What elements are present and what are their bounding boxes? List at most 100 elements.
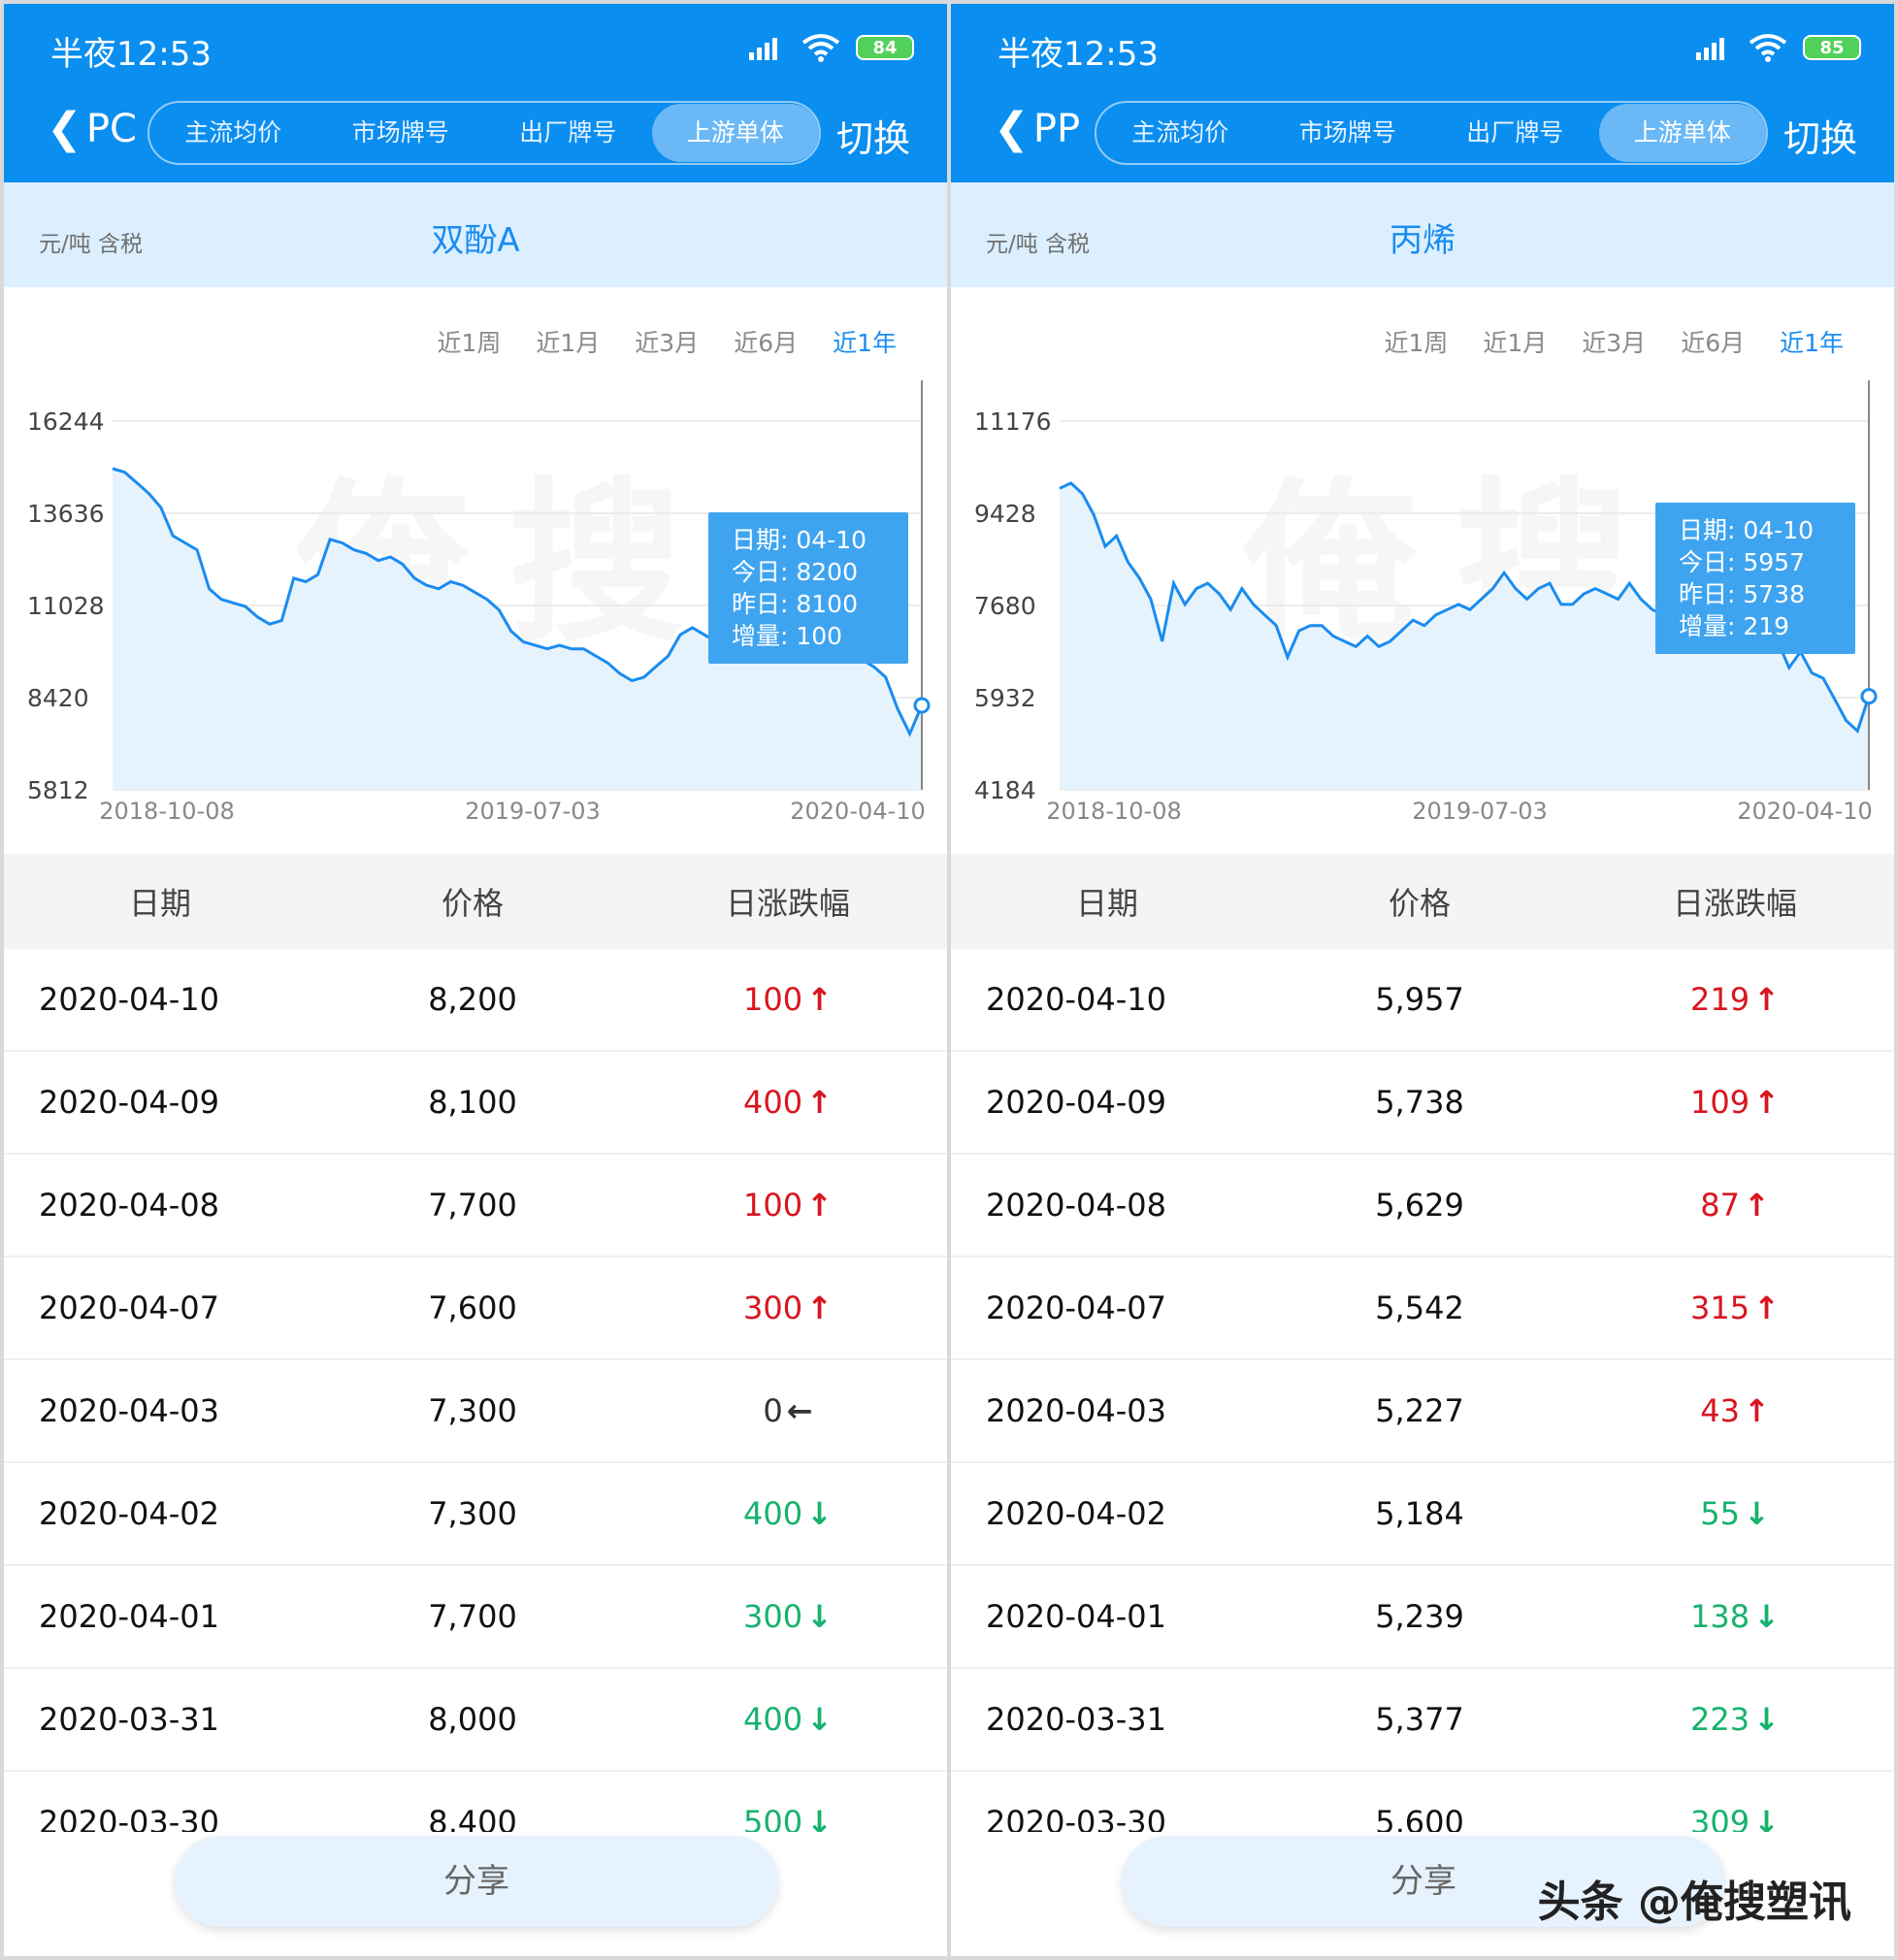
range-1week[interactable]: 近1周 xyxy=(1384,329,1449,357)
row-change: 55 ↓ xyxy=(1576,1495,1894,1532)
y-tick-label: 7680 xyxy=(974,592,1036,620)
price-chart[interactable]: 11176 9428 7680 5932 4184 2018-10-08 2019-07-0… xyxy=(951,376,1894,846)
switch-button[interactable]: 切换 xyxy=(835,117,910,160)
table-row: 2020-04-10 8,200 100 ↑ xyxy=(4,949,947,1052)
battery-icon: 85 xyxy=(1803,35,1861,60)
tooltip-yesterday: 昨日: 5738 xyxy=(1679,580,1805,608)
arrow-down-icon: ↓ xyxy=(806,1701,833,1738)
phone-screen-pp: 半夜12:53 85 ❮ PP 主流均价 市场牌号 出厂牌号 上游单体 切换 元… xyxy=(951,4,1894,1956)
table-row: 2020-04-08 5,629 87 ↑ xyxy=(951,1155,1894,1258)
range-1week[interactable]: 近1周 xyxy=(437,329,502,357)
row-change-value: 109 xyxy=(1690,1084,1750,1121)
tab-upstream-monomer[interactable]: 上游单体 xyxy=(651,104,819,162)
row-price: 7,700 xyxy=(428,1598,517,1635)
arrow-down-icon: ↓ xyxy=(806,1804,833,1832)
chevron-left-icon: ❮ xyxy=(994,104,1030,153)
row-date: 2020-04-07 xyxy=(986,1290,1166,1326)
table-header: 日期 价格 日涨跌幅 xyxy=(951,854,1894,949)
y-tick-label: 11176 xyxy=(974,408,1052,436)
product-bar: 元/吨 含税 双酚A xyxy=(4,182,947,287)
range-1year[interactable]: 近1年 xyxy=(833,329,897,357)
share-button[interactable]: 分享 xyxy=(175,1836,778,1927)
tab-mainstream-price[interactable]: 主流均价 xyxy=(1131,118,1229,147)
range-1month[interactable]: 近1月 xyxy=(536,329,601,357)
tab-market-grade[interactable]: 市场牌号 xyxy=(1298,118,1396,147)
row-date: 2020-04-02 xyxy=(39,1495,219,1532)
range-selector: 近1周 近1月 近3月 近6月 近1年 xyxy=(437,324,897,359)
table-row: 2020-03-30 8,400 500 ↓ xyxy=(4,1772,947,1832)
tab-market-grade[interactable]: 市场牌号 xyxy=(351,118,449,147)
back-label: PC xyxy=(85,107,137,151)
row-date: 2020-04-03 xyxy=(986,1392,1166,1429)
x-tick-label: 2020-04-10 xyxy=(790,798,925,825)
table-row: 2020-04-01 7,700 300 ↓ xyxy=(4,1566,947,1669)
row-change: 223 ↓ xyxy=(1576,1701,1894,1738)
row-price: 5,738 xyxy=(1375,1084,1464,1121)
row-date: 2020-04-10 xyxy=(39,981,219,1018)
row-change-value: 400 xyxy=(743,1495,803,1532)
tab-factory-grade[interactable]: 出厂牌号 xyxy=(1466,118,1564,147)
wifi-icon xyxy=(801,34,840,62)
tab-mainstream-price[interactable]: 主流均价 xyxy=(184,118,282,147)
unit-label: 元/吨 含税 xyxy=(986,232,1091,257)
x-tick-label: 2019-07-03 xyxy=(465,798,600,825)
x-tick-label: 2019-07-03 xyxy=(1412,798,1547,825)
table-row: 2020-04-10 5,957 219 ↑ xyxy=(951,949,1894,1052)
range-3month[interactable]: 近3月 xyxy=(635,329,700,357)
y-tick-label: 11028 xyxy=(27,592,105,620)
back-button[interactable]: ❮ PP xyxy=(994,107,1080,151)
arrow-up-icon: ↑ xyxy=(806,1290,833,1326)
price-area xyxy=(113,469,922,790)
highlight-point xyxy=(913,697,931,714)
range-6month[interactable]: 近6月 xyxy=(1681,329,1746,357)
range-selector: 近1周 近1月 近3月 近6月 近1年 xyxy=(1384,324,1844,359)
category-tabs: 主流均价 市场牌号 出厂牌号 上游单体 xyxy=(1095,101,1768,165)
chevron-left-icon: ❮ xyxy=(47,104,82,153)
back-button[interactable]: ❮ PC xyxy=(47,107,137,151)
arrow-left-icon: ← xyxy=(786,1392,813,1429)
row-change: 400 ↑ xyxy=(629,1084,947,1121)
share-button[interactable]: 分享 xyxy=(1122,1836,1725,1927)
row-change-value: 500 xyxy=(743,1804,803,1832)
row-change-value: 100 xyxy=(743,981,803,1018)
x-tick-label: 2020-04-10 xyxy=(1737,798,1872,825)
table-row: 2020-04-02 5,184 55 ↓ xyxy=(951,1463,1894,1566)
range-3month[interactable]: 近3月 xyxy=(1582,329,1647,357)
row-price: 7,300 xyxy=(428,1392,517,1429)
arrow-up-icon: ↑ xyxy=(1743,1187,1770,1224)
row-date: 2020-04-09 xyxy=(39,1084,219,1121)
y-tick-label: 8420 xyxy=(27,684,89,712)
arrow-up-icon: ↑ xyxy=(1753,981,1780,1018)
row-change-value: 315 xyxy=(1690,1290,1750,1326)
arrow-up-icon: ↑ xyxy=(1753,1084,1780,1121)
switch-button[interactable]: 切换 xyxy=(1783,117,1857,160)
row-change: 300 ↓ xyxy=(629,1598,947,1635)
header-price: 价格 xyxy=(441,885,504,922)
arrow-down-icon: ↓ xyxy=(1753,1701,1780,1738)
row-change-value: 300 xyxy=(743,1290,803,1326)
row-change-value: 223 xyxy=(1690,1701,1750,1738)
tooltip-delta: 增量: 100 xyxy=(732,622,843,650)
row-change-value: 300 xyxy=(743,1598,803,1635)
range-1year[interactable]: 近1年 xyxy=(1780,329,1844,357)
row-price: 5,542 xyxy=(1375,1290,1464,1326)
row-price: 7,600 xyxy=(428,1290,517,1326)
header-change: 日涨跌幅 xyxy=(725,885,850,922)
row-change-value: 309 xyxy=(1690,1804,1750,1832)
tooltip-date: 日期: 04-10 xyxy=(732,526,867,554)
row-price: 5,239 xyxy=(1375,1598,1464,1635)
row-date: 2020-03-31 xyxy=(986,1701,1166,1738)
y-tick-label: 9428 xyxy=(974,500,1036,528)
row-date: 2020-03-31 xyxy=(39,1701,219,1738)
arrow-up-icon: ↑ xyxy=(1753,1290,1780,1326)
table-row: 2020-04-08 7,700 100 ↑ xyxy=(4,1155,947,1258)
arrow-down-icon: ↓ xyxy=(1753,1804,1780,1832)
header-change: 日涨跌幅 xyxy=(1672,885,1797,922)
range-6month[interactable]: 近6月 xyxy=(734,329,799,357)
row-date: 2020-04-08 xyxy=(39,1187,219,1224)
phone-screen-pc: 半夜12:53 84 ❮ PC 主流均价 市场牌号 出厂牌号 上游单体 切换 元… xyxy=(4,4,947,1956)
tab-factory-grade[interactable]: 出厂牌号 xyxy=(519,118,617,147)
range-1month[interactable]: 近1月 xyxy=(1483,329,1548,357)
tab-upstream-monomer[interactable]: 上游单体 xyxy=(1598,104,1766,162)
header-date: 日期 xyxy=(128,885,191,922)
